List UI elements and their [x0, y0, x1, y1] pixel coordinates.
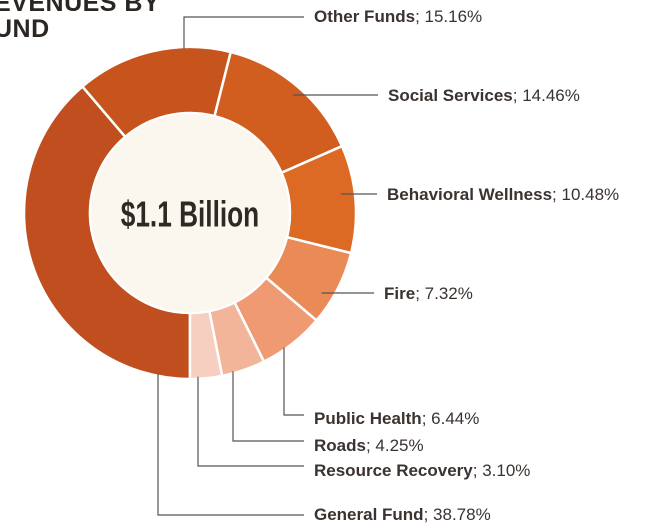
label-pct-public-health: 6.44%	[431, 409, 479, 428]
label-separator: ;	[424, 505, 433, 524]
center-total-label: $1.1 Billion	[121, 194, 259, 234]
label-other-funds: Other Funds; 15.16%	[314, 7, 482, 26]
label-separator: ;	[422, 409, 431, 428]
label-behavioral-wellness: Behavioral Wellness; 10.48%	[387, 185, 619, 204]
label-separator: ;	[552, 185, 561, 204]
label-pct-behavioral-wellness: 10.48%	[562, 185, 620, 204]
label-name-other-funds: Other Funds	[314, 7, 415, 26]
slice-labels: General Fund; 38.78% Other Funds; 15.16% S…	[314, 7, 619, 524]
label-pct-resource-recovery: 3.10%	[482, 461, 530, 480]
label-pct-fire: 7.32%	[425, 284, 473, 303]
label-name-social-services: Social Services	[388, 86, 513, 105]
label-separator: ;	[513, 86, 522, 105]
label-separator: ;	[415, 284, 424, 303]
label-name-behavioral-wellness: Behavioral Wellness	[387, 185, 552, 204]
label-general-fund: General Fund; 38.78%	[314, 505, 491, 524]
label-separator: ;	[473, 461, 482, 480]
label-public-health: Public Health; 6.44%	[314, 409, 479, 428]
leader-line-roads	[233, 371, 304, 441]
leader-line-resource-recovery	[198, 377, 304, 466]
label-name-roads: Roads	[314, 436, 366, 455]
label-resource-recovery: Resource Recovery; 3.10%	[314, 461, 530, 480]
label-name-resource-recovery: Resource Recovery	[314, 461, 473, 480]
label-name-general-fund: General Fund	[314, 505, 424, 524]
label-separator: ;	[415, 7, 424, 26]
leader-line-general-fund	[158, 374, 304, 515]
label-pct-roads: 4.25%	[375, 436, 423, 455]
label-social-services: Social Services; 14.46%	[388, 86, 580, 105]
label-roads: Roads; 4.25%	[314, 436, 424, 455]
leader-line-other-funds	[184, 17, 304, 49]
label-pct-general-fund: 38.78%	[433, 505, 491, 524]
label-name-fire: Fire	[384, 284, 415, 303]
label-pct-social-services: 14.46%	[522, 86, 580, 105]
leader-line-public-health	[284, 347, 304, 415]
label-separator: ;	[366, 436, 375, 455]
label-name-public-health: Public Health	[314, 409, 422, 428]
label-fire: Fire; 7.32%	[384, 284, 473, 303]
label-pct-other-funds: 15.16%	[425, 7, 483, 26]
